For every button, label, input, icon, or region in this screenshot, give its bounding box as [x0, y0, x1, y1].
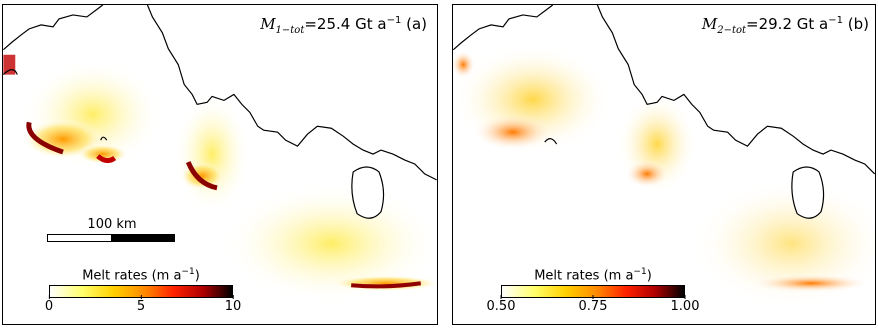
melt-region: [351, 281, 422, 289]
melt-region: [453, 50, 476, 79]
title-subscript: 1−tot: [275, 25, 305, 36]
title-value: =25.4 Gt a: [304, 15, 387, 33]
melt-map-a: [3, 5, 437, 304]
scale-bar: 100 km: [47, 217, 175, 242]
colorbar: Melt rates (m a−1) 0 5 10: [45, 267, 241, 315]
title-exponent: −1: [828, 15, 843, 26]
colorbar-label: Melt rates (m a−1): [534, 267, 652, 284]
melt-region: [625, 160, 669, 188]
title-subscript: 2−tot: [717, 25, 747, 36]
colorbar: Melt rates (m a−1) 0.50 0.75 1.00: [487, 267, 700, 315]
colorbar-tick: 10: [224, 295, 242, 315]
title-exponent: −1: [386, 15, 402, 26]
colorbar-tick: 5: [136, 295, 146, 315]
title-symbol: M: [260, 15, 276, 33]
melt-region: [222, 183, 437, 304]
colorbar-gradient: [49, 285, 233, 299]
melt-region: [174, 94, 250, 214]
coastline: [3, 69, 18, 75]
colorbar-tick: 1.00: [670, 295, 700, 315]
coastline: [791, 166, 825, 219]
melt-region: [473, 114, 553, 151]
map-panel-a: M1−tot=25.4 Gt a−1 (a) 100 km Melt rates…: [2, 4, 438, 325]
coastline: [544, 138, 558, 145]
colorbar-tick: 0.75: [578, 295, 608, 315]
scale-bar-label: 100 km: [87, 217, 137, 232]
coastline: [3, 5, 437, 181]
panel-title: M2−tot=29.2 Gt a−1 (b): [702, 15, 869, 36]
colorbar-ticks: 0.50 0.75 1.00: [487, 295, 699, 315]
melt-region: [26, 121, 64, 155]
melt-region: [3, 54, 16, 75]
title-value: =29.2 Gt a: [746, 15, 829, 33]
coastline: [100, 136, 108, 141]
panel-title: M1−tot=25.4 Gt a−1 (a): [260, 15, 427, 36]
title-symbol: M: [701, 15, 718, 33]
panel-tag: (a): [406, 15, 427, 33]
melt-map-b: [453, 5, 875, 309]
colorbar-tick: 0: [44, 295, 54, 315]
colorbar-ticks: 0 5 10: [45, 295, 241, 315]
map-panel-b: M2−tot=29.2 Gt a−1 (b) Melt rates (m a−1…: [452, 4, 876, 325]
melt-region: [331, 275, 437, 292]
melt-region: [185, 161, 218, 191]
colorbar-label: Melt rates (m a−1): [82, 267, 200, 284]
coastline: [351, 166, 385, 219]
melt-region: [96, 154, 117, 164]
scale-bar-graphic: [47, 234, 175, 242]
melt-region: [751, 274, 871, 293]
coastline: [453, 5, 875, 175]
colorbar-tick: 0.50: [486, 295, 516, 315]
panel-tag: (b): [847, 15, 869, 33]
